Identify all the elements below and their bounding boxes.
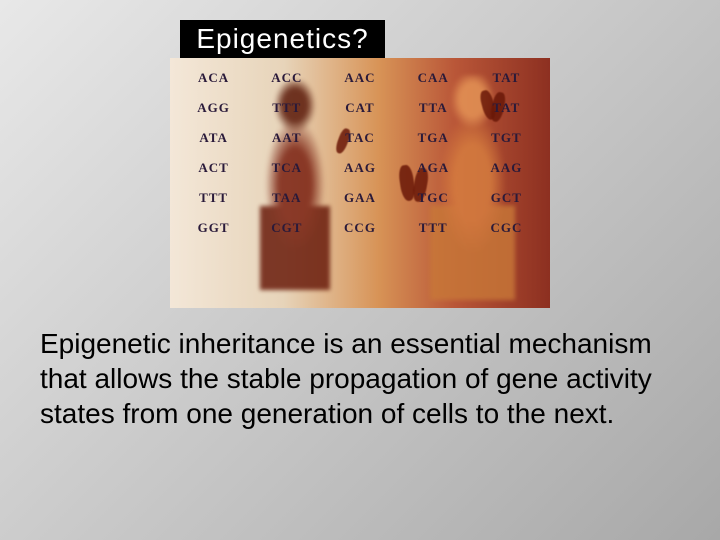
codon-label <box>180 250 247 266</box>
title-text: Epigenetics? <box>196 23 368 55</box>
codon-label <box>400 250 467 266</box>
codon-label: AAC <box>326 70 393 86</box>
codon-label: TAT <box>473 100 540 116</box>
codon-label: ACT <box>180 160 247 176</box>
codon-grid: ACA ACC AAC CAA TAT AGG TTT CAT TTA TAT ATA AAT TAC T… <box>180 70 540 266</box>
codon-label <box>326 250 393 266</box>
title-banner: Epigenetics? <box>180 20 385 58</box>
codon-label: TAT <box>473 70 540 86</box>
slide: Epigenetics? ACA ACC AAC CAA TAT AGG TTT CAT TTA… <box>0 0 720 540</box>
codon-label: AAT <box>253 130 320 146</box>
codon-label: AGG <box>180 100 247 116</box>
codon-label: GCT <box>473 190 540 206</box>
codon-label: TGC <box>400 190 467 206</box>
codon-label: TAC <box>326 130 393 146</box>
codon-label: TAA <box>253 190 320 206</box>
body-paragraph: Epigenetic inheritance is an essential m… <box>40 326 680 431</box>
codon-label: CCG <box>326 220 393 236</box>
hero-image: Epigenetics? ACA ACC AAC CAA TAT AGG TTT CAT TTA… <box>170 20 550 310</box>
codon-label: ATA <box>180 130 247 146</box>
codon-label: AAG <box>326 160 393 176</box>
codon-label: ACC <box>253 70 320 86</box>
codon-label: ACA <box>180 70 247 86</box>
codon-label: CAT <box>326 100 393 116</box>
codon-label: GAA <box>326 190 393 206</box>
codon-label: CAA <box>400 70 467 86</box>
codon-label: TGT <box>473 130 540 146</box>
codon-label: CGC <box>473 220 540 236</box>
codon-label: TTT <box>400 220 467 236</box>
codon-label: GGT <box>180 220 247 236</box>
codon-label <box>473 250 540 266</box>
codon-label: TTA <box>400 100 467 116</box>
codon-label: TTT <box>253 100 320 116</box>
codon-label <box>253 250 320 266</box>
codon-label: AAG <box>473 160 540 176</box>
codon-label: AGA <box>400 160 467 176</box>
codon-label: TGA <box>400 130 467 146</box>
codon-label: CGT <box>253 220 320 236</box>
codon-label: TCA <box>253 160 320 176</box>
codon-label: TTT <box>180 190 247 206</box>
